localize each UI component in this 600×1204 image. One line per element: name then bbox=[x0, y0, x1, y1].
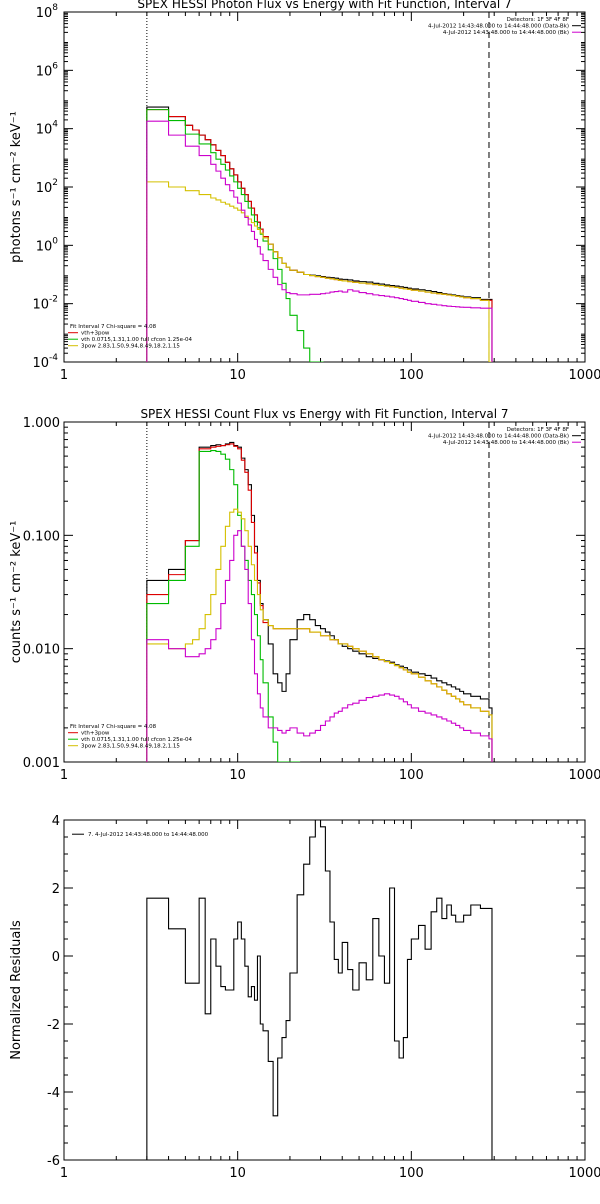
x-tick-label: 1 bbox=[60, 368, 68, 383]
plot-frame bbox=[63, 421, 586, 763]
series-line bbox=[146, 120, 493, 362]
y-tick-label: 0.001 bbox=[23, 756, 60, 771]
plot-frame bbox=[63, 819, 586, 1161]
series-line bbox=[146, 820, 493, 1160]
y-axis-label: counts s⁻¹ cm⁻² keV⁻¹ bbox=[9, 521, 24, 664]
y-tick-label: 10-2 bbox=[32, 295, 58, 313]
y-tick-label: 1.000 bbox=[23, 416, 60, 431]
legend-bottom-text: Fit Interval 7 Chi-square = 4.08 bbox=[70, 324, 157, 330]
panel-1: SPEX HESSI Photon Flux vs Energy with Fi… bbox=[9, 0, 600, 383]
plot-frame bbox=[63, 11, 586, 363]
y-tick-label: 0.010 bbox=[23, 643, 60, 658]
y-tick-label: 10-4 bbox=[32, 353, 58, 371]
legend-bottom-text: 3pow 2.83,1.50,9.94,8.49,18.2,1.15 bbox=[81, 744, 180, 750]
x-tick-label: 1000 bbox=[568, 1166, 600, 1181]
y-tick-label: 2 bbox=[52, 882, 60, 897]
legend-top-text: 4-Jul-2012 14:43:48.000 to 14:44:48.000 … bbox=[443, 440, 569, 446]
y-tick-label: 102 bbox=[36, 178, 58, 196]
x-tick-label: 1000 bbox=[568, 368, 600, 383]
y-tick-label: 100 bbox=[36, 236, 59, 254]
y-tick-label: -2 bbox=[47, 1018, 60, 1033]
x-tick-label: 1 bbox=[60, 1166, 68, 1181]
y-tick-label: 0 bbox=[52, 950, 60, 965]
series-line bbox=[146, 181, 492, 362]
legend-bottom-text: vth 0.0715,1.31,1.00 full cfcon 1.25e-04 bbox=[81, 737, 193, 743]
series-line bbox=[146, 441, 493, 762]
series-line bbox=[146, 530, 493, 762]
y-tick-label: 104 bbox=[36, 120, 59, 138]
panel-3: 1 10 100 1000 -6 -4 -2 0 2 4 Normalized Residuals 7… bbox=[9, 814, 600, 1181]
series-line bbox=[146, 508, 493, 762]
x-tick-label: 100 bbox=[399, 1166, 424, 1181]
x-tick-label: 100 bbox=[399, 368, 424, 383]
series-line bbox=[146, 449, 301, 762]
legend-bottom-text: vth 0.0715,1.31,1.00 full cfcon 1.25e-04 bbox=[81, 337, 193, 343]
y-tick-label: 106 bbox=[36, 61, 59, 79]
y-tick-label: -4 bbox=[47, 1086, 60, 1101]
y-tick-label: -6 bbox=[47, 1154, 60, 1169]
x-tick-label: 10 bbox=[229, 768, 246, 783]
legend-bottom-text: 3pow 2.83,1.50,9.94,8.49,18.2,1.15 bbox=[81, 344, 180, 350]
legend-bottom-text: vth+3pow bbox=[81, 331, 110, 337]
panel-2: SPEX HESSI Count Flux vs Energy with Fit… bbox=[9, 407, 600, 783]
x-tick-label: 1 bbox=[60, 768, 68, 783]
y-axis-label: photons s⁻¹ cm⁻² keV⁻¹ bbox=[9, 111, 24, 263]
x-tick-label: 10 bbox=[229, 368, 246, 383]
legend-top-text: Detectors: 1F 3F 4F 8F bbox=[507, 17, 569, 23]
series-line bbox=[146, 106, 493, 362]
y-tick-label: 4 bbox=[52, 814, 60, 829]
x-tick-label: 1000 bbox=[568, 768, 600, 783]
x-tick-label: 100 bbox=[399, 768, 424, 783]
legend-bottom-text: Fit Interval 7 Chi-square = 4.08 bbox=[70, 724, 157, 730]
legend-top-text: 4-Jul-2012 14:43:48.000 to 14:44:48.000 … bbox=[428, 434, 569, 440]
y-tick-label: 108 bbox=[36, 3, 59, 21]
legend-bottom-text: vth+3pow bbox=[81, 731, 110, 737]
legend-top-text: 4-Jul-2012 14:43:48.000 to 14:44:48.000 … bbox=[443, 30, 569, 36]
y-tick-label: 0.100 bbox=[23, 529, 60, 544]
legend-top-text: 7. 4-Jul-2012 14:43:48.000 to 14:44:48.0… bbox=[88, 832, 209, 838]
x-tick-label: 10 bbox=[229, 1166, 246, 1181]
y-axis-label: Normalized Residuals bbox=[9, 920, 24, 1060]
chart-title: SPEX HESSI Count Flux vs Energy with Fit… bbox=[140, 407, 508, 421]
chart-title: SPEX HESSI Photon Flux vs Energy with Fi… bbox=[137, 0, 511, 11]
series-line bbox=[146, 109, 324, 362]
legend-top-text: Detectors: 1F 3F 4F 8F bbox=[507, 427, 569, 433]
legend-top-text: 4-Jul-2012 14:43:48.000 to 14:44:48.000 … bbox=[428, 24, 569, 30]
